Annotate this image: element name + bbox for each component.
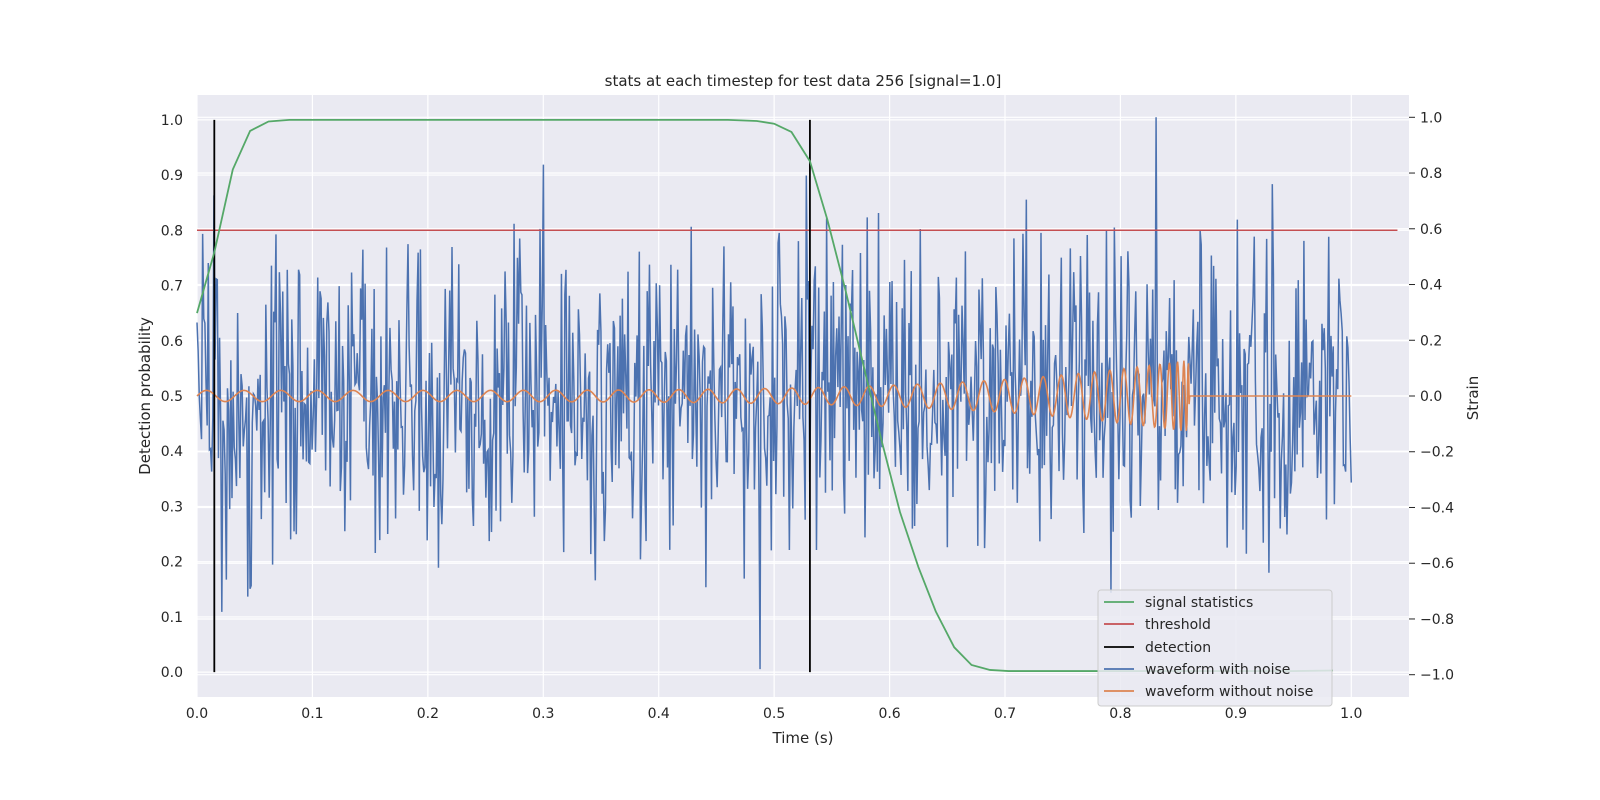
y-tick-label: 0.6: [161, 334, 183, 350]
legend-label-signal-statistics: signal statistics: [1145, 595, 1253, 611]
x-tick-label: 0.5: [763, 706, 785, 722]
x-tick-label: 0.4: [648, 706, 670, 722]
series-layer: [196, 117, 1398, 673]
y2-tick-label: −0.6: [1420, 556, 1454, 572]
y-tick-label: 0.1: [161, 610, 183, 626]
x-tick-label: 0.2: [417, 706, 439, 722]
y-axis-ticks: 0.0 0.1 0.2 0.3 0.4 0.5 0.6 0.7 0.8 0.9 1.0: [161, 113, 183, 681]
y2-tick-label: 0.0: [1420, 389, 1442, 405]
y2-tick-label: 0.2: [1420, 333, 1442, 349]
legend-label-waveform-with-noise: waveform with noise: [1145, 662, 1290, 678]
legend-label-detection: detection: [1145, 640, 1211, 656]
legend: signal statistics threshold detection wa…: [1097, 589, 1333, 707]
y2-axis-label: Strain: [1464, 376, 1482, 420]
y2-tick-label: 0.8: [1420, 166, 1442, 182]
waveform-with-noise-line: [196, 117, 1353, 670]
x-axis-label: Time (s): [772, 729, 834, 747]
y-tick-label: 0.0: [161, 665, 183, 681]
y2-tick-label: −0.2: [1420, 445, 1454, 461]
x-tick-label: 0.9: [1225, 706, 1247, 722]
y2-tick-label: 0.6: [1420, 222, 1442, 238]
y2-tick-label: 1.0: [1420, 110, 1442, 126]
y-tick-label: 0.4: [161, 444, 183, 460]
y-tick-label: 0.9: [161, 168, 183, 184]
x-tick-label: 0.1: [301, 706, 323, 722]
y-tick-label: 1.0: [161, 113, 183, 129]
y-tick-label: 0.8: [161, 223, 183, 239]
y-tick-label: 0.5: [161, 389, 183, 405]
x-tick-label: 0.7: [994, 706, 1016, 722]
y2-axis-ticks: −1.0 −0.8 −0.6 −0.4 −0.2 0.0 0.2 0.4 0.6 0.8 1.0: [1409, 110, 1454, 684]
y-axis-label: Detection probability: [136, 317, 154, 475]
x-tick-label: 1.0: [1340, 706, 1362, 722]
y-tick-label: 0.2: [161, 555, 183, 571]
legend-label-waveform-without-noise: waveform without noise: [1145, 684, 1313, 700]
x-tick-label: 0.8: [1109, 706, 1131, 722]
legend-label-threshold: threshold: [1145, 617, 1211, 633]
signal-statistics-line: [196, 118, 1333, 672]
y2-tick-label: 0.4: [1420, 278, 1442, 294]
legend-box: [1097, 589, 1333, 707]
y-tick-label: 0.3: [161, 499, 183, 515]
y-tick-label: 0.7: [161, 279, 183, 295]
x-tick-label: 0.6: [878, 706, 900, 722]
x-axis-ticks: 0.0 0.1 0.2 0.3 0.4 0.5 0.6 0.7 0.8 0.9 1.0: [186, 706, 1363, 722]
y2-tick-label: −1.0: [1420, 668, 1454, 684]
y2-tick-label: −0.4: [1420, 500, 1454, 516]
x-tick-label: 0.0: [186, 706, 208, 722]
waveform-without-noise-line: [196, 360, 1352, 431]
y2-tick-label: −0.8: [1420, 612, 1454, 628]
chart-title: stats at each timestep for test data 256…: [605, 72, 1002, 90]
x-tick-label: 0.3: [532, 706, 554, 722]
